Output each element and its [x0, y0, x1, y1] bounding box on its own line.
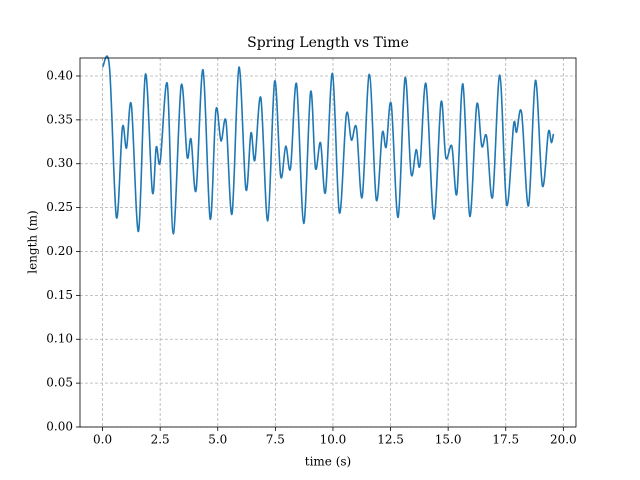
x-tick-label: 10.0: [320, 433, 347, 447]
x-axis-label: time (s): [305, 455, 351, 469]
data-line: [101, 55, 555, 235]
axes-frame: [79, 57, 577, 428]
x-tick-label: 17.5: [492, 433, 519, 447]
y-tick-label: 0.00: [46, 420, 73, 434]
y-tick-label: 0.35: [46, 112, 73, 126]
x-tick-label: 0.0: [93, 433, 112, 447]
y-axis-label: length (m): [26, 210, 40, 273]
chart-title: Spring Length vs Time: [247, 35, 409, 51]
x-tick-label: 5.0: [208, 433, 227, 447]
x-tick-label: 2.5: [151, 433, 170, 447]
x-tick-label: 12.5: [377, 433, 404, 447]
x-tick-label: 15.0: [435, 433, 462, 447]
x-tick-label: 20.0: [550, 433, 577, 447]
y-tick-label: 0.40: [46, 68, 73, 82]
y-tick-label: 0.20: [46, 244, 73, 258]
y-tick-label: 0.05: [46, 376, 73, 390]
y-tick-label: 0.10: [46, 332, 73, 346]
y-tick-label: 0.30: [46, 156, 73, 170]
y-tick-label: 0.25: [46, 200, 73, 214]
x-tick-label: 7.5: [266, 433, 285, 447]
y-tick-label: 0.15: [46, 288, 73, 302]
